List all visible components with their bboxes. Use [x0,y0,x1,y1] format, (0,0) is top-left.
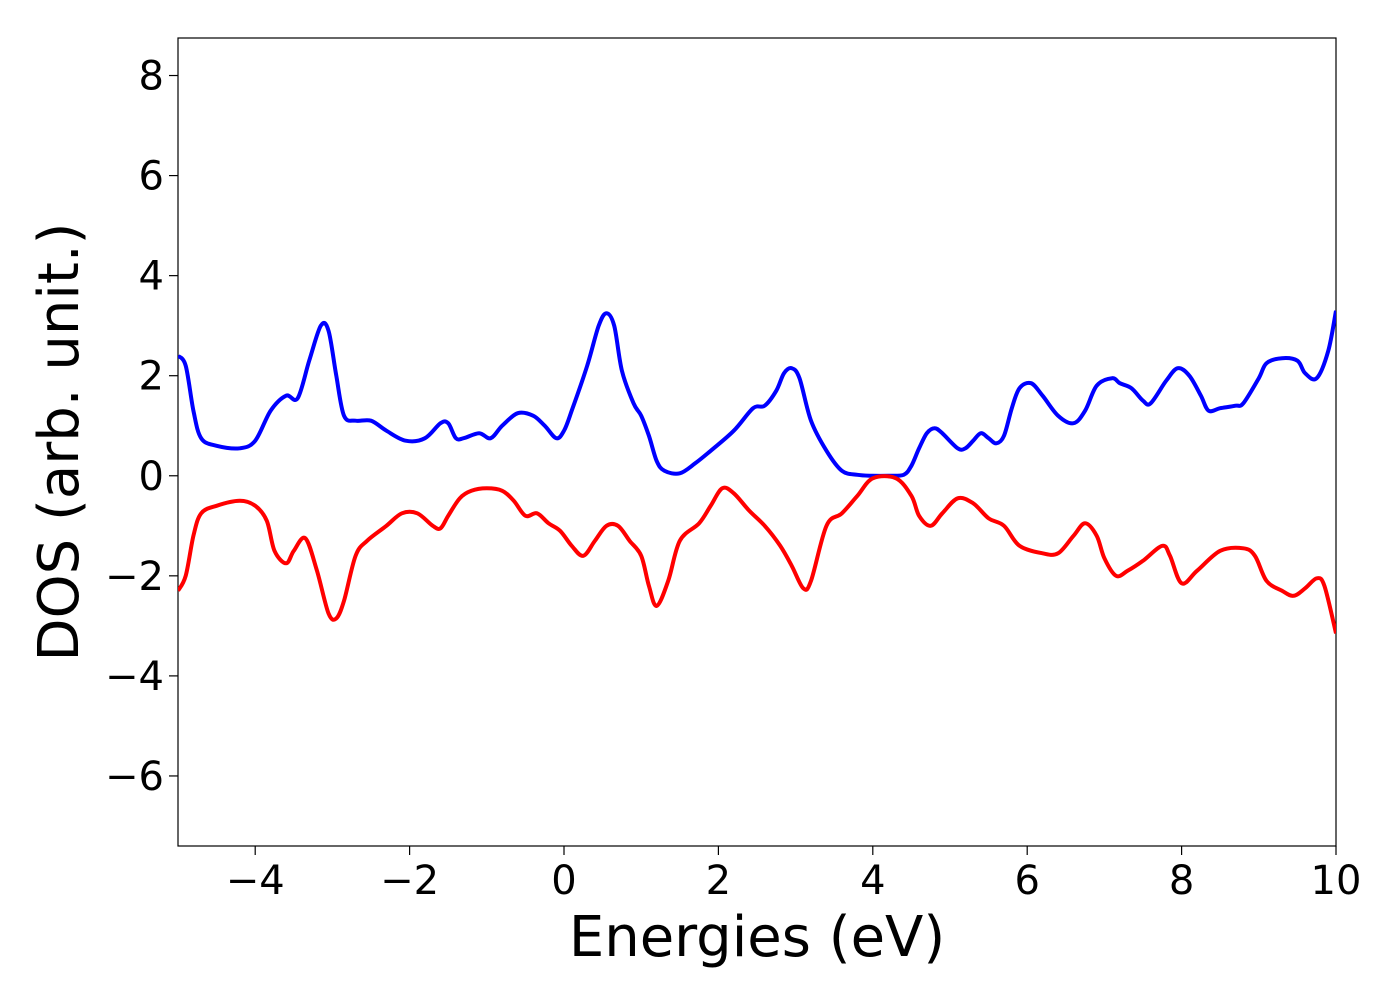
series-layer [178,310,1336,634]
series-line-2 [178,474,1336,634]
x-axis-ticks: −4 −2 0 2 4 6 8 10 [226,846,1362,904]
y-axis-label: DOS (arb. unit.) [27,222,92,661]
y-tick-label: 0 [139,454,164,500]
x-tick-label: −2 [380,858,439,904]
y-axis-ticks: −6 −4 −2 0 2 4 6 8 [105,54,178,800]
x-tick-label: 10 [1311,858,1362,904]
y-tick-label: −4 [105,654,164,700]
y-tick-label: 4 [139,254,164,300]
plot-area [177,37,1337,847]
x-tick-label: −4 [226,858,285,904]
plot-frame [177,37,1337,847]
x-tick-label: 0 [551,858,576,904]
series-line-1 [178,310,1336,478]
y-tick-label: −2 [105,554,164,600]
x-tick-label: 6 [1014,858,1039,904]
x-tick-label: 8 [1169,858,1194,904]
x-tick-label: 4 [860,858,885,904]
y-tick-label: 8 [139,54,164,100]
x-tick-label: 2 [706,858,731,904]
y-tick-label: 2 [139,354,164,400]
x-axis-label: Energies (eV) [569,905,945,970]
y-tick-label: −6 [105,754,164,800]
y-tick-label: 6 [139,154,164,200]
